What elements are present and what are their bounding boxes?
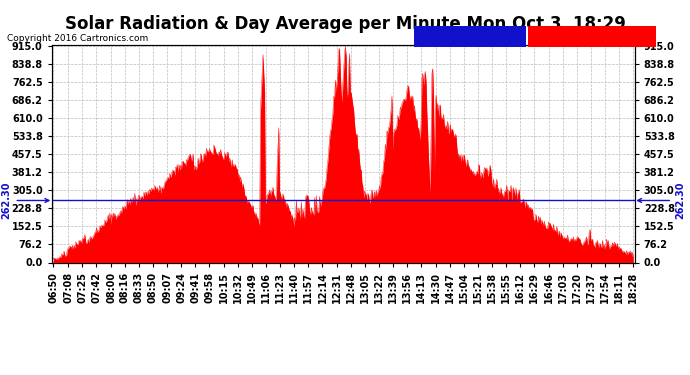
Text: 262.30: 262.30 bbox=[638, 182, 685, 219]
Text: Copyright 2016 Cartronics.com: Copyright 2016 Cartronics.com bbox=[7, 34, 148, 43]
Text: 262.30: 262.30 bbox=[1, 182, 49, 219]
Text: Solar Radiation & Day Average per Minute Mon Oct 3  18:29: Solar Radiation & Day Average per Minute… bbox=[65, 15, 625, 33]
Text: Radiation (w/m2): Radiation (w/m2) bbox=[530, 32, 624, 42]
Text: Median (w/m2): Median (w/m2) bbox=[416, 32, 498, 42]
